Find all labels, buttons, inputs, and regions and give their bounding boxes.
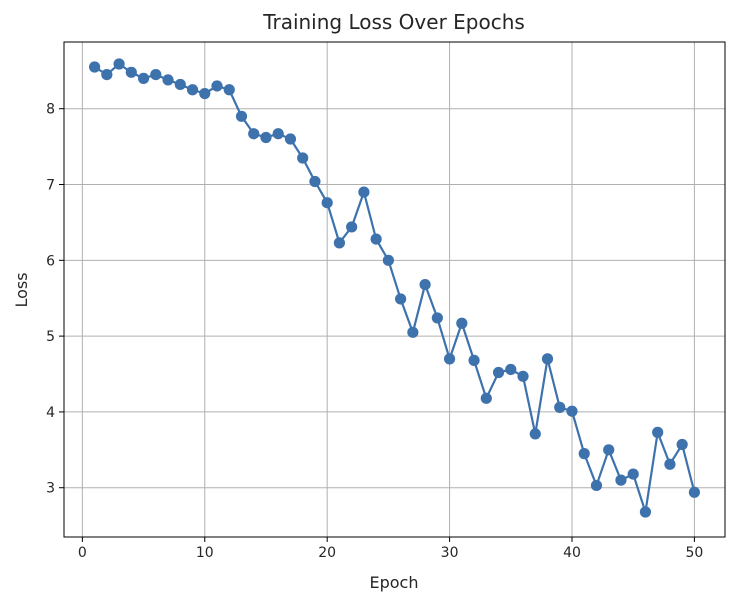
- data-point: [443, 353, 456, 365]
- data-point: [101, 68, 113, 81]
- y-tick-label: 8: [46, 102, 55, 118]
- data-point: [505, 363, 517, 376]
- data-point: [517, 370, 529, 382]
- data-point: [590, 479, 603, 492]
- data-point: [248, 128, 260, 140]
- data-point: [186, 84, 199, 96]
- data-point: [211, 80, 223, 92]
- data-point: [260, 131, 272, 144]
- data-point: [627, 468, 639, 480]
- grid-lines: [64, 42, 725, 537]
- data-point: [346, 221, 358, 233]
- data-point: [150, 68, 162, 81]
- data-points: [89, 58, 700, 518]
- x-axis-ticks: 0 10 20 30 40 50: [78, 537, 703, 561]
- y-tick-label: 5: [46, 329, 55, 345]
- data-point: [431, 312, 443, 324]
- data-point: [554, 401, 566, 413]
- x-tick-label: 10: [196, 545, 214, 561]
- data-point: [639, 506, 652, 518]
- x-tick-label: 20: [318, 545, 336, 561]
- data-point: [174, 78, 186, 91]
- y-axis-ticks: 3 4 5 6 7 8: [46, 102, 64, 497]
- y-axis-label: Loss: [12, 272, 31, 307]
- data-point: [284, 133, 297, 145]
- data-point: [541, 353, 554, 365]
- data-point: [456, 317, 468, 329]
- data-point: [309, 175, 321, 188]
- data-point: [333, 237, 346, 249]
- series-line-layer: [94, 62, 696, 514]
- data-point: [407, 326, 419, 338]
- data-point: [199, 87, 211, 100]
- data-point: [395, 293, 407, 305]
- data-point: [419, 278, 431, 291]
- chart-title: Training Loss Over Epochs: [262, 10, 525, 34]
- data-point: [480, 392, 492, 404]
- data-point: [688, 486, 700, 498]
- data-point: [297, 152, 309, 164]
- data-point: [652, 426, 664, 438]
- data-point: [358, 186, 370, 198]
- x-tick-label: 40: [563, 545, 581, 561]
- x-tick-label: 50: [685, 545, 703, 561]
- series-line: [94, 62, 696, 514]
- data-point: [382, 254, 394, 266]
- x-axis-label: Epoch: [370, 573, 419, 592]
- data-point: [321, 197, 333, 209]
- data-point: [664, 458, 676, 470]
- data-point: [162, 74, 174, 86]
- data-point: [137, 72, 150, 84]
- data-point: [676, 438, 688, 451]
- data-point: [529, 428, 541, 440]
- y-tick-label: 6: [46, 253, 55, 269]
- y-tick-label: 7: [46, 178, 55, 194]
- data-point: [272, 128, 284, 140]
- data-point: [370, 233, 382, 245]
- data-point: [615, 474, 627, 486]
- data-point: [492, 366, 505, 379]
- data-point: [125, 66, 137, 78]
- data-point: [468, 354, 480, 366]
- x-tick-label: 0: [78, 545, 87, 561]
- data-point: [113, 58, 125, 70]
- data-point: [235, 110, 248, 122]
- y-tick-label: 4: [46, 405, 55, 421]
- data-point: [89, 61, 101, 73]
- x-tick-label: 30: [441, 545, 459, 561]
- data-point: [578, 448, 590, 460]
- data-point: [566, 405, 578, 417]
- plot-area-frame: [63, 41, 726, 538]
- data-point: [223, 84, 235, 96]
- data-point: [603, 444, 615, 456]
- y-tick-label: 3: [46, 481, 55, 497]
